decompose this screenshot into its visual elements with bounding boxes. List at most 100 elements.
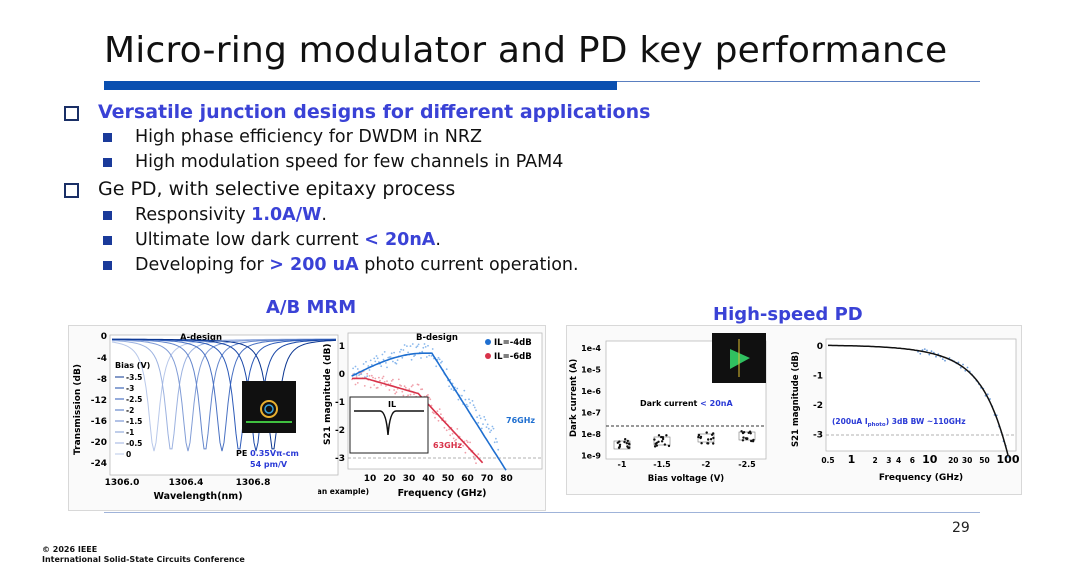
b-blue-point — [362, 363, 365, 365]
bullet-1: Versatile junction designs for different… — [98, 101, 651, 123]
b-red-point — [382, 375, 385, 378]
chart-b-design: B-design S21 magnitude (dB) 1 0 -1 -2 -3… — [318, 332, 543, 499]
chart-d-plot-area — [825, 338, 1017, 452]
b-red-point — [464, 451, 467, 454]
chart-d-xtick: 1 — [848, 453, 856, 466]
chart-b-xtick: 60 — [461, 474, 474, 484]
bw-blue-label: 76GHz — [506, 416, 535, 425]
b-blue-point — [402, 349, 405, 351]
chart-b-xtick: 10 — [364, 474, 377, 484]
chart-b-xtick: 80 — [500, 474, 513, 484]
a-legend-label: -2 — [126, 406, 134, 415]
b-blue-point — [380, 365, 383, 368]
b-blue-point — [427, 344, 429, 347]
d-point — [919, 352, 922, 355]
chart-c-ytick: 1e-4 — [581, 344, 601, 353]
chart-d-xtick: 3 — [886, 456, 891, 465]
a-legend-label: -1.5 — [126, 417, 142, 426]
chart-b-ytick: -3 — [335, 454, 345, 464]
b-red-point — [456, 428, 459, 430]
b-blue-point — [399, 351, 401, 353]
chart-b-ylabel: S21 magnitude (dB) — [323, 344, 333, 445]
c-point — [657, 440, 660, 443]
b-blue-point — [368, 369, 371, 371]
b-red-point — [430, 404, 433, 407]
b-blue-point — [457, 398, 460, 401]
bw-red-label: 63GHz — [433, 441, 462, 450]
b-blue-point — [495, 437, 497, 440]
b-blue-point — [414, 354, 416, 356]
b-blue-point — [422, 346, 425, 349]
b-red-point — [434, 416, 436, 419]
chart-b-ytick: -2 — [335, 426, 345, 436]
b-red-point — [370, 374, 373, 377]
b-blue-point — [450, 388, 453, 390]
chart-b-ytick: 1 — [339, 342, 345, 352]
b-blue-point — [373, 357, 376, 360]
chart-pd-s21: S21 magnitude (dB) 0 -1 -2 -3 0.5 1 2 3 4 6 10 20 3… — [791, 338, 1020, 483]
chart-a-ylabel: Transmission (dB) — [73, 364, 83, 455]
legend-red-label: IL=-6dB — [494, 352, 532, 362]
chart-b-xtick: 20 — [383, 474, 396, 484]
section-label-mrm: A/B MRM — [266, 297, 357, 318]
c-point — [657, 434, 661, 437]
b-red-point — [437, 419, 440, 422]
legend-blue-marker — [485, 339, 491, 345]
bullet-3: High modulation speed for few channels i… — [135, 152, 564, 172]
b-blue-point — [424, 346, 427, 348]
chart-d-xtick: 0.5 — [821, 456, 834, 465]
d-fit-curve — [828, 344, 1009, 456]
b-blue-point — [354, 365, 357, 368]
b-red-point — [472, 455, 475, 458]
b-blue-point — [464, 398, 467, 401]
a-legend-label: -1 — [126, 428, 134, 437]
b-blue-point — [438, 358, 441, 361]
b-blue-point — [478, 414, 481, 417]
footer-rule — [104, 512, 980, 513]
b-red-point — [390, 380, 393, 382]
b-red-point — [376, 386, 379, 389]
b-red-point — [449, 434, 452, 437]
b-red-point — [466, 441, 469, 444]
c-point — [628, 443, 631, 446]
b-red-point — [368, 375, 371, 377]
b-blue-point — [425, 356, 428, 358]
c-point — [748, 430, 752, 433]
c-point — [616, 441, 619, 444]
c-point — [712, 442, 715, 445]
bullet-2: High phase efficiency for DWDM in NRZ — [135, 127, 483, 147]
b-blue-point — [376, 357, 379, 360]
c-point — [705, 431, 708, 434]
a-legend-label: -3 — [126, 384, 134, 393]
b-blue-point — [435, 365, 438, 368]
chart-d-xtick: 4 — [896, 456, 901, 465]
c-point — [709, 438, 713, 441]
b-blue-point — [367, 365, 370, 367]
d-point — [959, 366, 962, 369]
b-red-point — [383, 381, 386, 383]
b-blue-point — [437, 356, 440, 359]
chart-d-xtick: 6 — [910, 456, 915, 465]
b-red-point — [431, 411, 434, 414]
b-red-point — [451, 432, 454, 435]
b-blue-point — [456, 387, 459, 390]
b-blue-point — [480, 427, 483, 430]
filled-square-icon — [103, 261, 112, 270]
b-red-point — [404, 386, 407, 389]
b-blue-point — [417, 343, 420, 346]
b-blue-point — [409, 345, 412, 347]
b-red-point — [436, 410, 439, 413]
b-blue-point — [375, 355, 378, 357]
b-blue-point — [485, 426, 488, 428]
d-point — [935, 355, 937, 358]
c-point — [660, 440, 664, 443]
c-point — [661, 436, 665, 439]
b-red-point — [401, 390, 404, 393]
b-blue-point — [381, 353, 384, 356]
b-blue-point — [390, 352, 393, 355]
chart-a-xtick: 1306.4 — [169, 478, 204, 488]
b-blue-point — [400, 348, 402, 351]
d-point — [923, 348, 926, 350]
d-point — [962, 363, 964, 366]
d-point — [966, 366, 969, 369]
